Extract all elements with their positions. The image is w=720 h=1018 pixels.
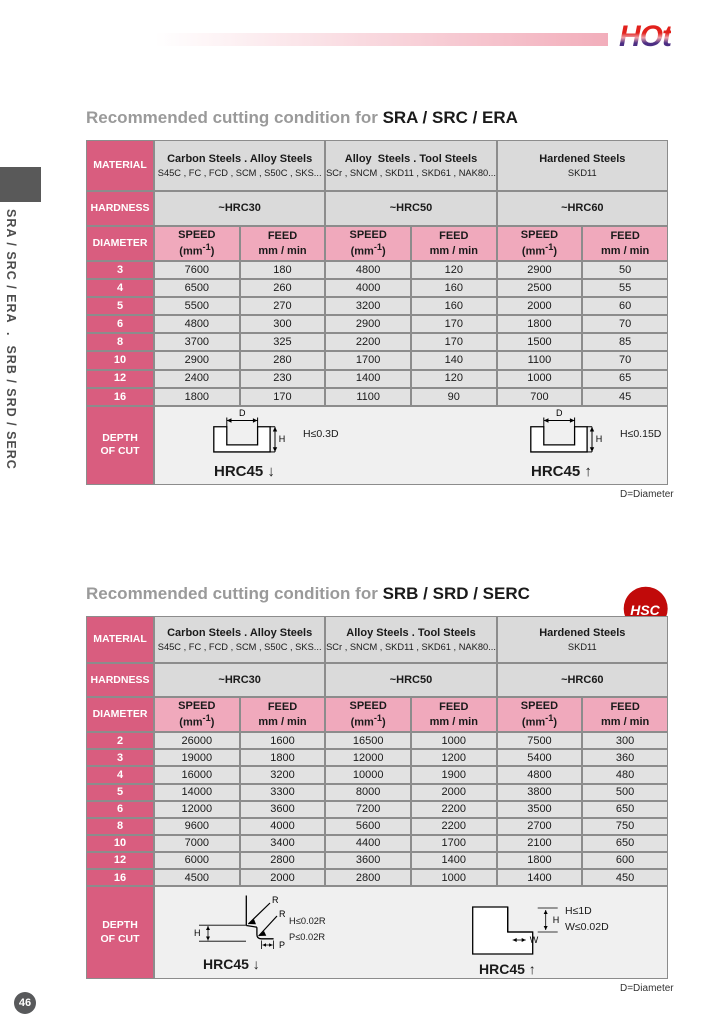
svg-text:P: P	[279, 940, 285, 950]
svg-text:R: R	[279, 909, 286, 919]
svg-text:D: D	[239, 408, 246, 418]
svg-text:H: H	[596, 434, 603, 444]
svg-text:H: H	[279, 434, 286, 444]
svg-text:D: D	[556, 408, 563, 418]
svg-text:H: H	[553, 915, 560, 925]
svg-text:R: R	[272, 895, 279, 905]
svg-text:H: H	[194, 928, 201, 938]
svg-text:W: W	[530, 935, 539, 945]
